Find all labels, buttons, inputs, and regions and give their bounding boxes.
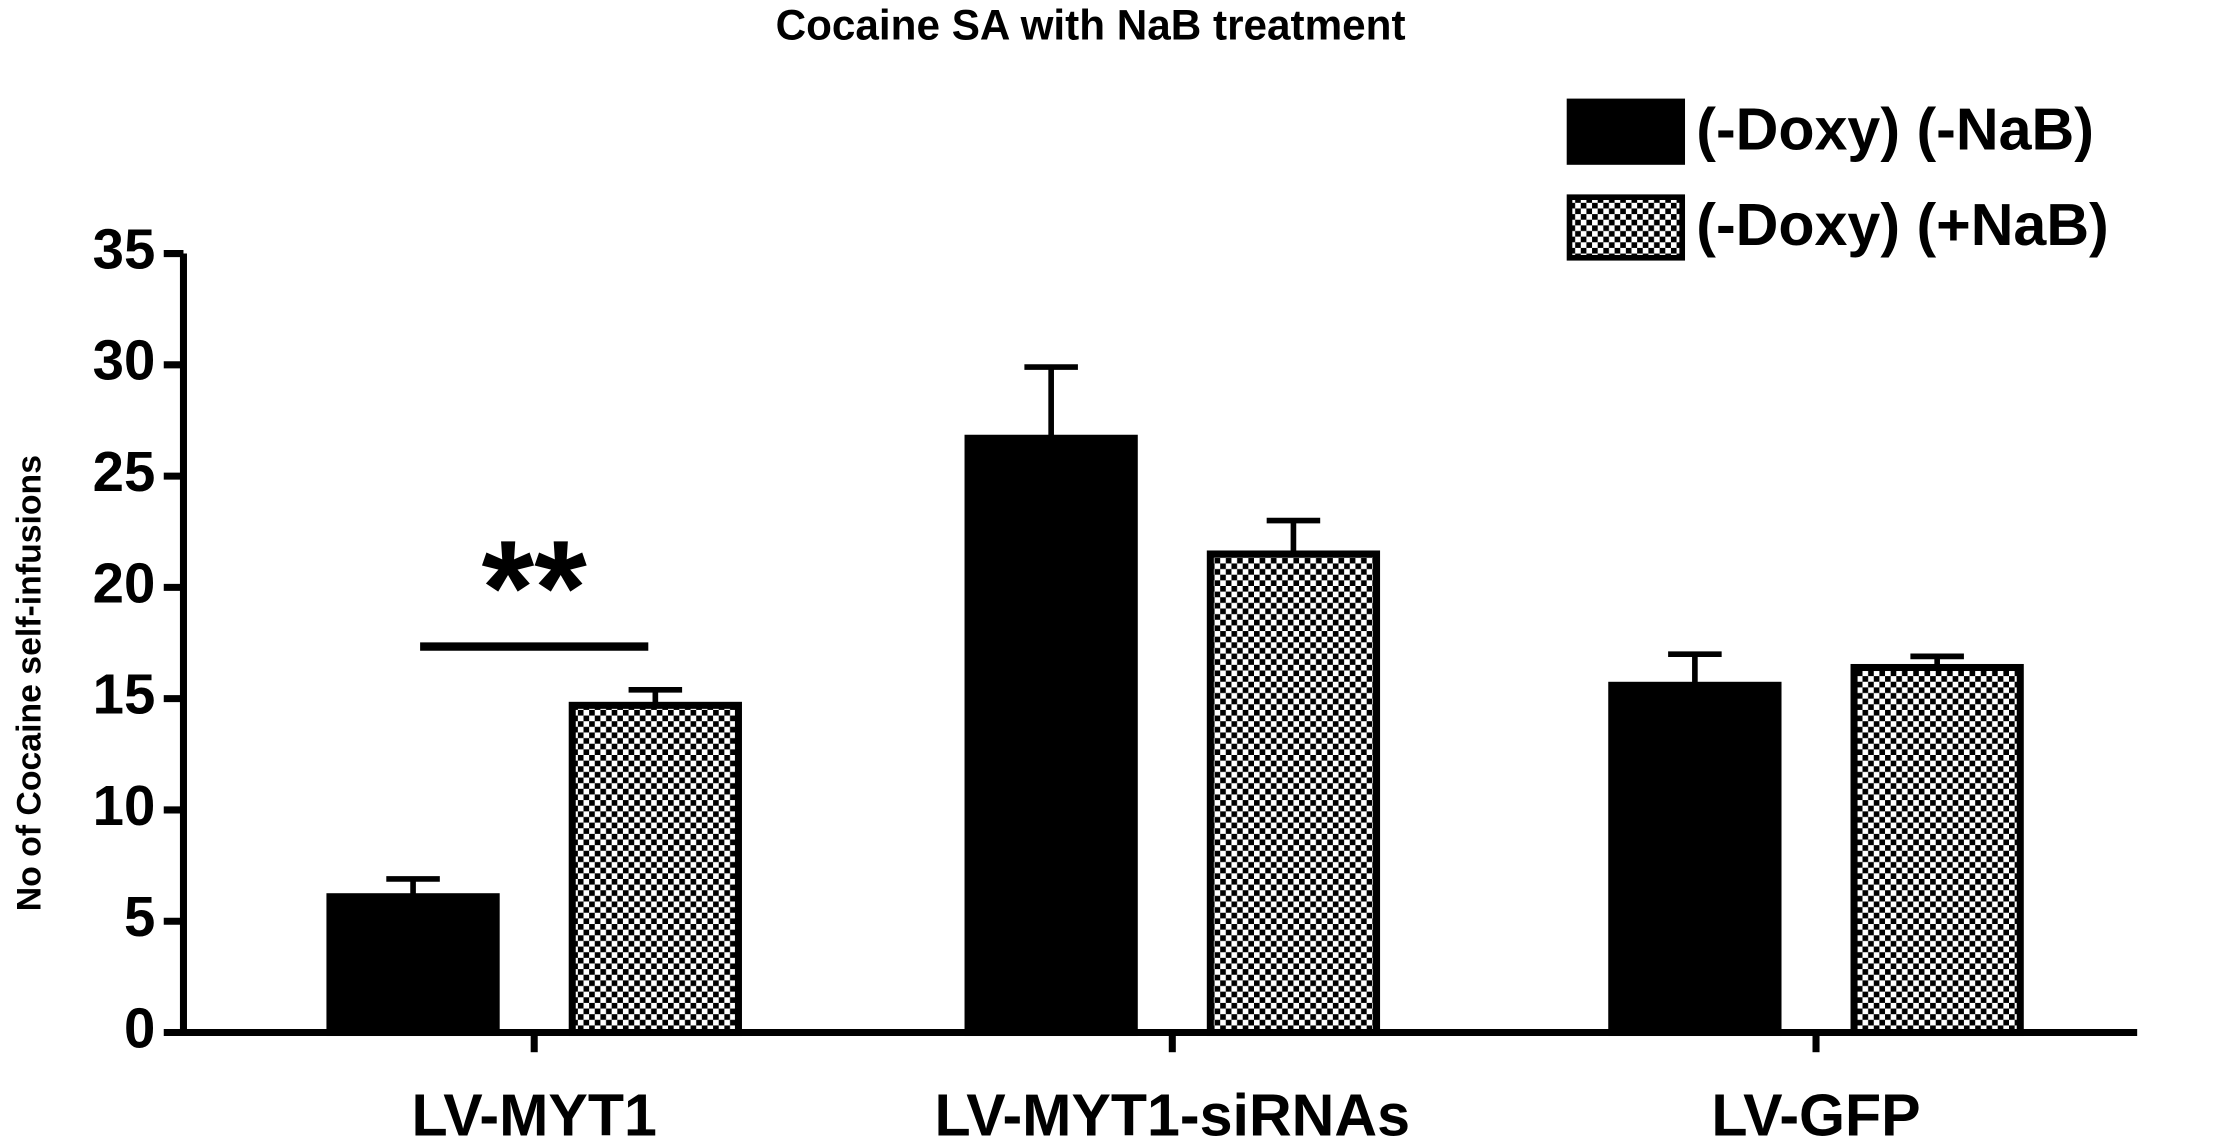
- y-tick-label: 15: [93, 663, 156, 726]
- legend-swatch: [1566, 98, 1686, 165]
- y-tick-label: 10: [93, 774, 156, 837]
- y-tick-label: 35: [93, 217, 156, 280]
- y-tick-label: 25: [93, 440, 156, 503]
- significance-label: **: [482, 512, 588, 663]
- x-tick-label: LV-GFP: [1711, 1081, 1920, 1148]
- bar: [1206, 550, 1381, 1037]
- bar: [326, 893, 500, 1037]
- bar: [568, 701, 742, 1037]
- y-tick-label: 0: [124, 996, 155, 1059]
- legend-label: (-Doxy) (+NaB): [1696, 191, 2108, 258]
- legend-swatch: [1566, 194, 1686, 261]
- x-tick-label: LV-MYT1: [412, 1081, 657, 1148]
- y-tick-label: 30: [93, 329, 156, 392]
- chart-title: Cocaine SA with NaB treatment: [776, 1, 1406, 48]
- y-tick-label: 20: [93, 551, 156, 614]
- legend-label: (-Doxy) (-NaB): [1696, 95, 2094, 162]
- y-tick-label: 5: [124, 885, 155, 948]
- x-tick-label: LV-MYT1-siRNAs: [935, 1081, 1411, 1148]
- y-axis-label: No of Cocaine self-infusions: [10, 455, 48, 911]
- bar: [1850, 663, 2024, 1037]
- bar: [1608, 681, 1782, 1037]
- bar: [964, 434, 1138, 1037]
